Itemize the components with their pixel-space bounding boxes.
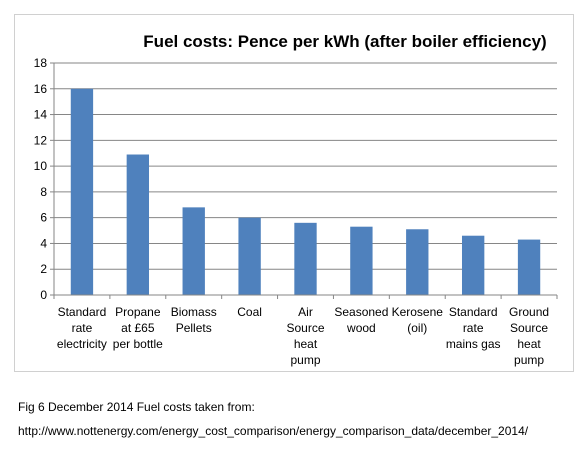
x-tick-label-line: Kerosene [392,305,444,319]
x-tick-label-line: per bottle [113,337,163,351]
bar [70,88,94,296]
x-tick-label: Kerosene (oil) [392,305,444,335]
x-tick-label-line: pump [514,353,544,367]
x-tick-label-line: rate [463,321,484,335]
x-tick-label-line: Air [298,305,313,319]
bar [126,154,150,295]
x-tick-label-line: (oil) [407,321,427,335]
x-tick-label-line: heat [517,337,541,351]
x-tick-label-line: at £65 [121,321,155,335]
bar [406,229,429,295]
bar [350,226,373,295]
axes [50,62,558,299]
x-tick-label: Standard rate mains gas [446,305,501,351]
x-tick-label-line: Ground [509,305,549,319]
bar [238,217,261,295]
y-tick-label: 10 [34,159,48,173]
y-tick-label: 4 [40,236,47,250]
x-tick-label: Standard rate electricity [57,305,107,351]
x-tick-label-line: Coal [237,305,262,319]
bar-chart: Fuel costs: Pence per kWh (after boiler … [34,32,558,367]
x-tick-label-line: Source [510,321,548,335]
x-tick-label-line: Standard [58,305,107,319]
x-tick-label-line: Biomass [171,305,217,319]
bar [182,207,205,295]
y-tick-label: 6 [40,211,47,225]
x-tick-label-line: Pellets [176,321,212,335]
x-tick-label: Biomass Pellets [171,305,217,335]
y-tick-label: 0 [40,288,47,302]
x-tick-label-line: mains gas [446,337,501,351]
bar [461,235,485,295]
x-tick-label-line: electricity [57,337,107,351]
x-tick-label-line: heat [294,337,318,351]
axis-labels: 0 2 4 6 8 10 12 14 16 18 Standard rate electricity Pr… [34,56,549,367]
bar [517,239,541,295]
x-tick-label-line: Seasoned [334,305,388,319]
figure-caption: Fig 6 December 2014 Fuel costs taken fro… [18,400,255,414]
x-tick-label: Coal [237,305,262,319]
y-tick-label: 8 [40,185,47,199]
bar [294,222,317,295]
x-tick-label-line: rate [72,321,93,335]
y-tick-label: 16 [34,82,48,96]
x-tick-label: Propane at £65 per bottle [113,305,163,351]
y-tick-label: 2 [40,262,47,276]
chart-frame: Fuel costs: Pence per kWh (after boiler … [14,14,574,372]
x-tick-label-line: pump [290,353,320,367]
x-tick-label-line: Source [286,321,324,335]
x-tick-label-line: Propane [115,305,161,319]
x-tick-label: Air Source heat pump [286,305,324,367]
bars [70,88,541,296]
x-tick-label-line: Standard [449,305,498,319]
x-tick-label-line: wood [346,321,376,335]
y-tick-label: 18 [34,56,48,70]
x-tick-label: Ground Source heat pump [509,305,549,367]
source-url: http://www.nottenergy.com/energy_cost_co… [18,424,529,438]
y-tick-label: 12 [34,133,48,147]
y-tick-label: 14 [34,108,48,122]
x-tick-label: Seasoned wood [334,305,388,335]
chart-title: Fuel costs: Pence per kWh (after boiler … [143,32,546,51]
